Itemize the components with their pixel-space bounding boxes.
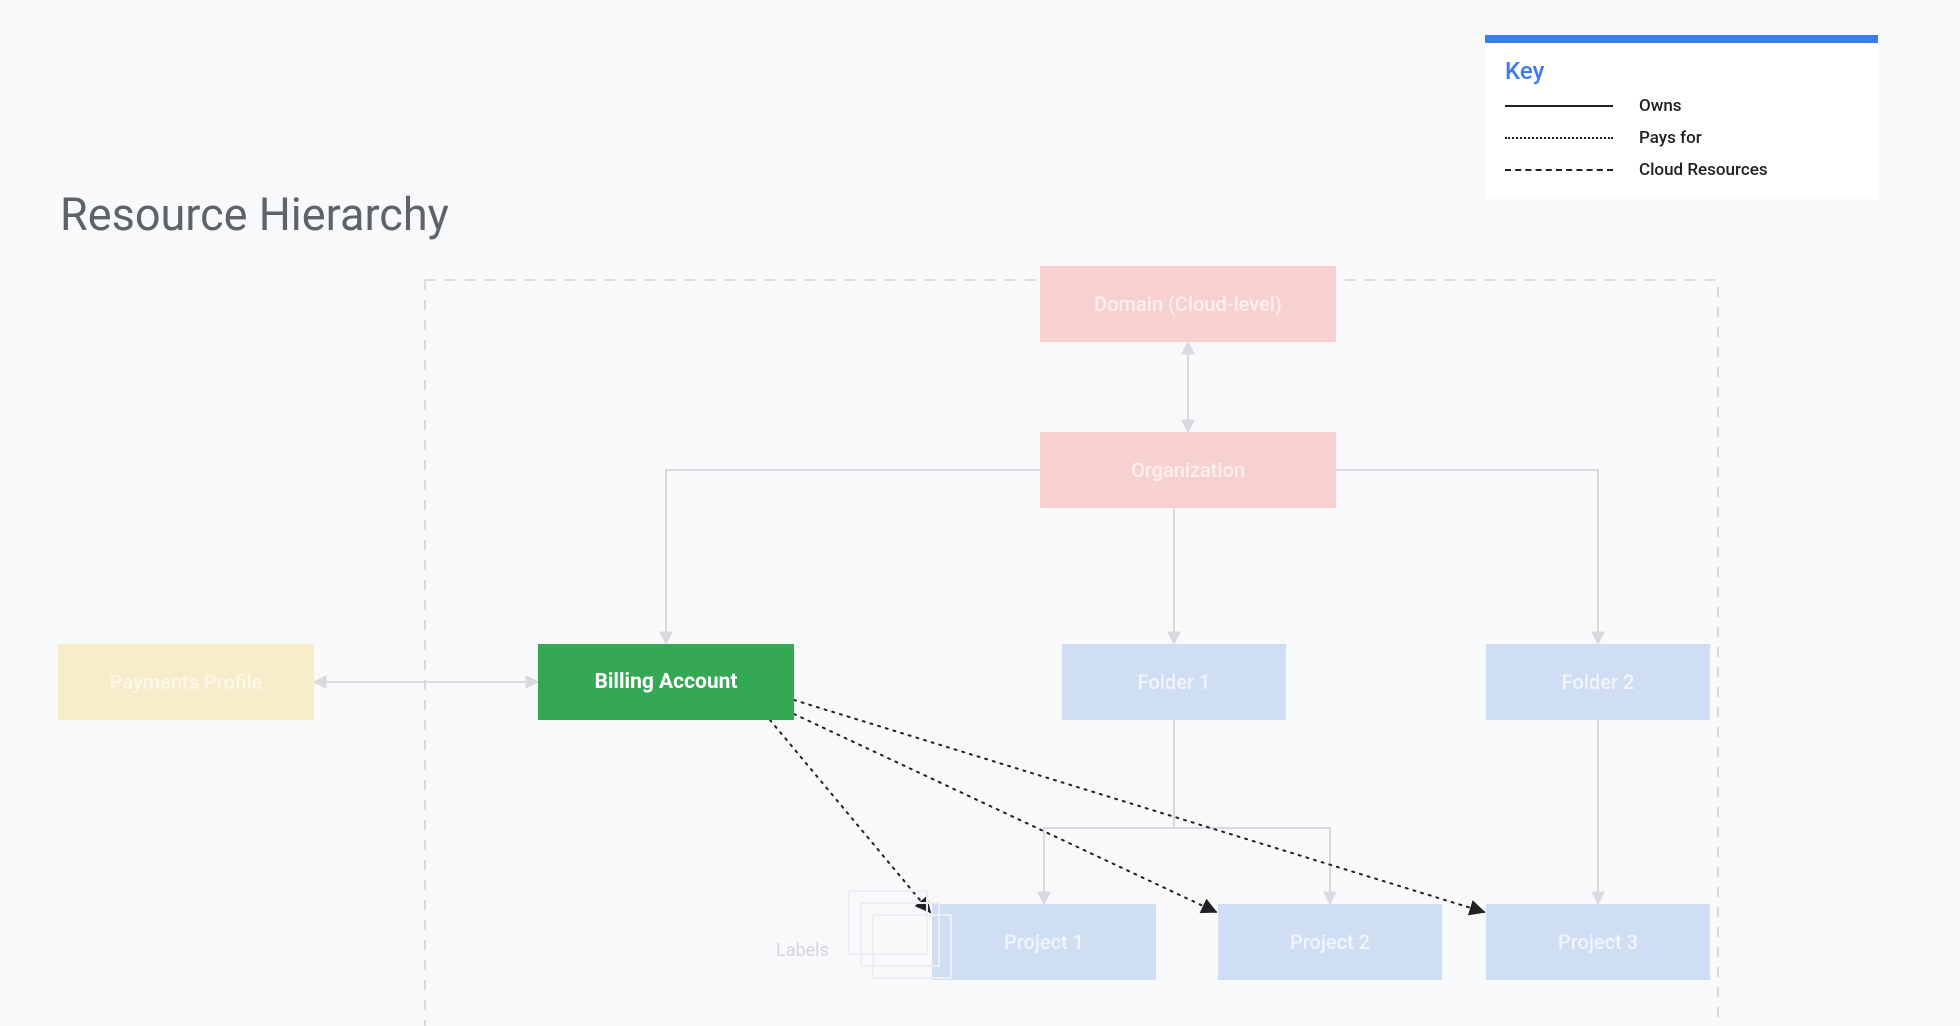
legend-label: Cloud Resources xyxy=(1639,159,1768,181)
labels-stack-text: Labels xyxy=(776,940,829,961)
legend-row: Pays for xyxy=(1505,127,1858,149)
node-project3-label: Project 3 xyxy=(1558,930,1638,954)
node-folder2-label: Folder 2 xyxy=(1562,670,1635,694)
node-project3: Project 3 xyxy=(1486,904,1710,980)
node-folder1-label: Folder 1 xyxy=(1138,670,1211,694)
node-folder1: Folder 1 xyxy=(1062,644,1286,720)
legend-line-dashed xyxy=(1505,169,1613,171)
node-organization-label: Organization xyxy=(1131,458,1245,482)
node-project1-label: Project 1 xyxy=(1004,930,1084,954)
legend-topbar xyxy=(1485,35,1878,43)
node-payments-label: Payments Profile xyxy=(110,670,263,694)
node-billing: Billing Account xyxy=(538,644,794,720)
node-project2-label: Project 2 xyxy=(1290,930,1370,954)
legend-row: Owns xyxy=(1505,95,1858,117)
node-domain: Domain (Cloud-level) xyxy=(1040,266,1336,342)
legend-box: Key Owns Pays for Cloud Resources xyxy=(1485,35,1878,199)
node-domain-label: Domain (Cloud-level) xyxy=(1094,292,1282,316)
node-billing-label: Billing Account xyxy=(594,670,737,694)
node-project2: Project 2 xyxy=(1218,904,1442,980)
legend-label: Pays for xyxy=(1639,127,1702,149)
node-payments: Payments Profile xyxy=(58,644,314,720)
legend-label: Owns xyxy=(1639,95,1682,117)
labels-card xyxy=(872,914,952,979)
page-title: Resource Hierarchy xyxy=(60,188,449,241)
legend-title: Key xyxy=(1505,57,1858,85)
legend-line-dotted xyxy=(1505,137,1613,139)
node-organization: Organization xyxy=(1040,432,1336,508)
node-folder2: Folder 2 xyxy=(1486,644,1710,720)
legend-line-solid xyxy=(1505,105,1613,107)
node-project1: Project 1 xyxy=(932,904,1156,980)
legend-row: Cloud Resources xyxy=(1505,159,1858,181)
